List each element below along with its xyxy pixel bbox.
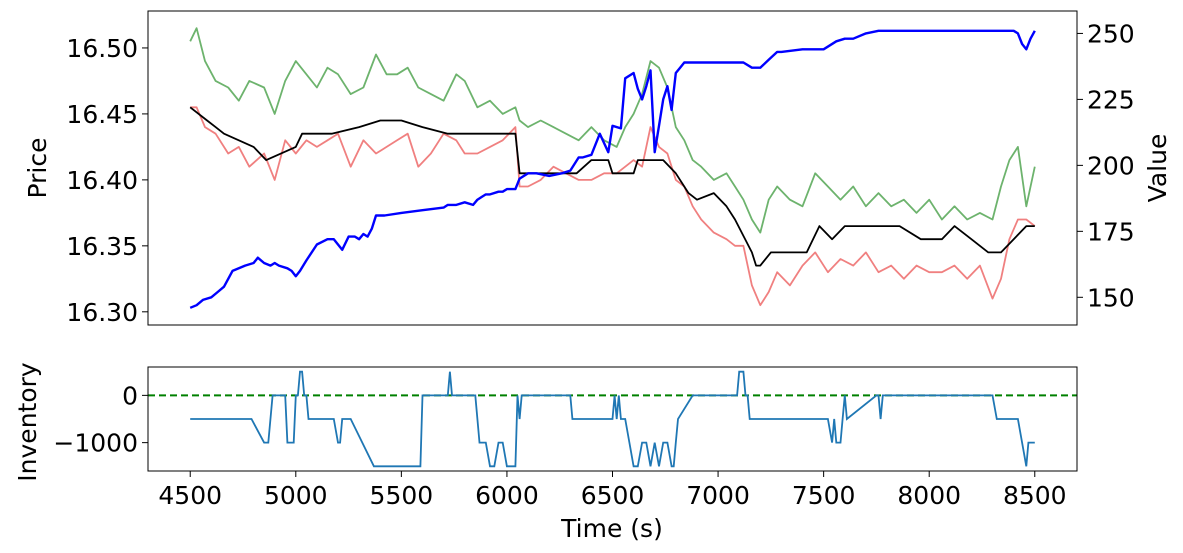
inventory-axis-label: Inventory [13,362,42,482]
value-tick-label: 175 [1087,217,1135,246]
price-panel: 16.30 16.35 16.40 16.45 16.50 150 175 200 225 25… [23,10,1172,327]
series-line-value [189,29,1036,309]
price-tick-label: 16.40 [66,166,138,195]
value-tick-label: 250 [1087,19,1135,48]
price-tick-label: 16.30 [66,298,138,327]
time-tick-label: 5500 [370,481,434,510]
time-tick-label: 5000 [264,481,328,510]
price-tick-label: 16.45 [66,100,138,129]
series-line-ask-price [189,27,1036,234]
value-tick-label: 225 [1087,85,1135,114]
series-line-inventory [190,370,1035,468]
price-tick-label: 16.35 [66,232,138,261]
price-y-ticks: 16.30 16.35 16.40 16.45 16.50 [66,34,148,327]
series-line-bid-price [190,106,1036,307]
price-series-group [189,27,1036,309]
price-tick-label: 16.50 [66,34,138,63]
inventory-panel: 0 −1000 4500 5000 5500 6000 6500 7000 7500 8000 8… [13,362,1078,543]
inventory-series-group [148,370,1077,468]
inventory-y-ticks: 0 −1000 [53,381,148,458]
price-panel-frame [147,10,1078,326]
time-axis-label: Time (s) [560,514,663,543]
price-axis-label: Price [23,138,52,199]
time-tick-label: 4500 [158,481,222,510]
time-x-ticks: 4500 5000 5500 6000 6500 7000 7500 8000 8500 [158,471,1067,510]
value-y-ticks: 150 175 200 225 250 [1077,19,1135,312]
time-tick-label: 7000 [686,481,750,510]
inventory-tick-label: 0 [122,381,138,410]
value-tick-label: 150 [1087,283,1135,312]
value-tick-label: 200 [1087,151,1135,180]
series-line-mid-price [189,106,1035,267]
time-tick-label: 8000 [897,481,961,510]
inventory-tick-label: −1000 [53,429,138,458]
time-tick-label: 8500 [1003,481,1067,510]
value-axis-label: Value [1143,134,1172,203]
time-tick-label: 7500 [792,481,856,510]
time-tick-label: 6000 [475,481,539,510]
time-tick-label: 6500 [581,481,645,510]
